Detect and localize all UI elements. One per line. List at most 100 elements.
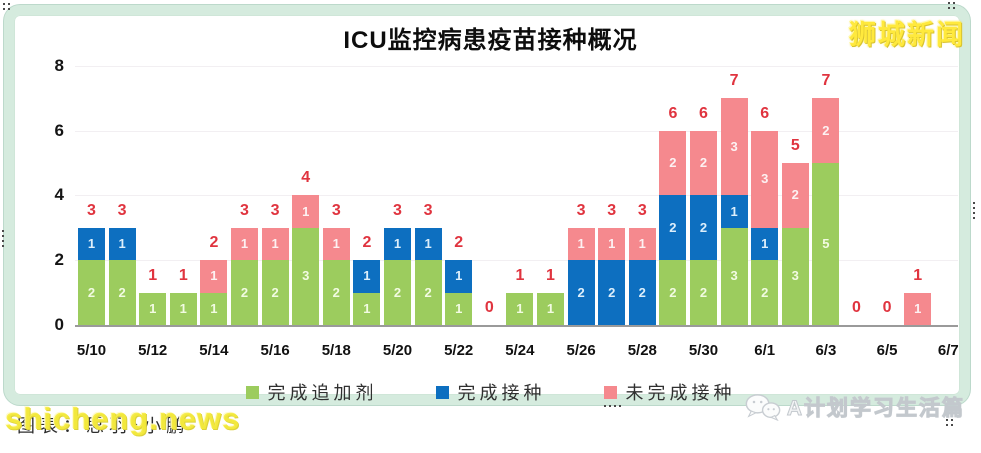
bar-segment-booster-done <box>781 227 809 325</box>
bar-segment-booster-done <box>169 292 197 325</box>
bar-segment-not-fully-vaccinated <box>200 260 228 293</box>
chart-title: ICU监控病患疫苗接种概况 <box>343 27 638 54</box>
bar-segment-value: 1 <box>363 300 371 316</box>
bar-segment-value: 3 <box>730 268 738 284</box>
bar-segment-value: 3 <box>761 171 769 187</box>
bar-segment-value: 2 <box>699 155 708 170</box>
bar-segment-booster-done <box>231 260 258 325</box>
bar-segment-not-fully-vaccinated <box>598 227 626 261</box>
bar-segment-value: 2 <box>608 284 616 300</box>
bar-segment-value: 2 <box>699 284 708 300</box>
bar-segment-booster-done <box>659 260 687 325</box>
bar-total-label: 5 <box>790 137 800 154</box>
bar-segment-booster-done <box>384 260 411 325</box>
bar-segment-value: 1 <box>332 236 340 251</box>
bar-total-label: 0 <box>852 299 861 316</box>
bar-segment-value: 2 <box>393 284 402 300</box>
y-axis-tick-label: 0 <box>54 315 64 334</box>
bar-segment-fully-vaccinated <box>445 260 473 293</box>
bar-total-label: 7 <box>729 72 739 90</box>
y-axis-tick-label: 2 <box>54 250 64 270</box>
y-axis-tick-label: 6 <box>54 120 64 140</box>
bar-segment-value: 1 <box>149 300 157 316</box>
watermark-shicheng-news-url: shicheng.news <box>5 401 241 436</box>
bar-segment-not-fully-vaccinated <box>322 227 350 261</box>
selection-handle-right[interactable] <box>973 202 975 219</box>
y-axis-tick-label: 8 <box>54 55 64 75</box>
selection-handle-top-right[interactable] <box>948 2 955 9</box>
bar-segment-not-fully-vaccinated <box>690 130 717 196</box>
bar-segment-fully-vaccinated <box>751 227 779 261</box>
bar-total-label: 0 <box>484 299 494 316</box>
bar-total-label: 7 <box>821 72 831 90</box>
bar-segment-not-fully-vaccinated <box>567 227 595 261</box>
bar-segment-booster-done <box>200 292 228 325</box>
x-axis-tick-label: 5/28 <box>627 342 657 359</box>
bar-segment-value: 1 <box>118 236 126 251</box>
selection-handle-left[interactable] <box>2 230 4 247</box>
bar-segment-not-fully-vaccinated <box>292 195 320 228</box>
x-axis-tick-label: 5/12 <box>138 342 168 359</box>
x-axis-tick-label: 6/7 <box>937 342 959 359</box>
bar-segment-booster-done <box>445 292 473 325</box>
bar-segment-value: 2 <box>424 284 432 300</box>
bar-segment-value: 1 <box>608 236 616 251</box>
bar-segment-booster-done <box>537 292 564 325</box>
bar-total-label: 4 <box>301 169 311 187</box>
bar-segment-value: 1 <box>914 300 922 316</box>
bar-segment-value: 1 <box>730 203 738 219</box>
bar-segment-fully-vaccinated <box>108 227 136 261</box>
bar-segment-fully-vaccinated <box>353 260 381 293</box>
bar-segment-fully-vaccinated <box>598 260 626 325</box>
bar-segment-value: 1 <box>455 300 463 316</box>
bar-segment-fully-vaccinated <box>690 195 717 261</box>
selection-handle-bottom-right[interactable] <box>946 419 953 426</box>
gridline <box>75 260 958 262</box>
bar-segment-fully-vaccinated <box>628 260 656 325</box>
bar-total-label: 1 <box>178 266 188 284</box>
selection-handle-bottom[interactable] <box>604 405 621 407</box>
x-axis-tick-label: 5/16 <box>260 342 290 359</box>
bar-segment-value: 2 <box>822 122 830 138</box>
bar-segment-value: 2 <box>118 284 126 300</box>
selection-handle-top-left[interactable] <box>3 3 10 10</box>
bar-segment-not-fully-vaccinated <box>904 292 932 325</box>
legend-label: 未完成接种 <box>625 383 736 403</box>
bar-total-label: 3 <box>576 201 586 219</box>
bar-segment-booster-done <box>292 227 320 325</box>
bar-segment-value: 2 <box>669 219 677 235</box>
x-axis-tick-label: 5/22 <box>444 342 474 359</box>
bar-segment-value: 1 <box>761 236 769 251</box>
bar-total-label: 3 <box>87 201 96 219</box>
legend-label: 完成接种 <box>457 383 546 403</box>
x-axis-tick-label: 5/30 <box>688 342 719 359</box>
x-axis-tick-label: 5/10 <box>76 342 107 359</box>
bar-segment-not-fully-vaccinated <box>659 130 687 196</box>
legend-label: 完成追加剂 <box>267 383 378 403</box>
x-axis-tick-label: 5/18 <box>321 342 351 359</box>
bar-segment-booster-done <box>690 260 717 325</box>
bar-total-label: 3 <box>270 201 280 219</box>
bar-total-label: 1 <box>148 266 158 284</box>
bar-segment-value: 2 <box>699 219 708 235</box>
bar-segment-booster-done <box>322 260 350 325</box>
bar-total-label: 3 <box>331 201 341 219</box>
bar-segment-booster-done <box>139 292 167 325</box>
bar-segment-value: 1 <box>393 236 402 251</box>
legend-item-booster-done: 完成追加剂 <box>245 379 378 405</box>
bar-segment-fully-vaccinated <box>384 227 411 261</box>
bar-total-label: 2 <box>454 234 464 252</box>
bar-segment-fully-vaccinated <box>720 195 748 228</box>
bar-total-label: 1 <box>913 266 923 284</box>
bar-segment-value: 2 <box>332 284 340 300</box>
bar-segment-value: 2 <box>791 187 799 203</box>
bar-total-label: 6 <box>760 104 770 122</box>
bar-segment-value: 2 <box>669 284 677 300</box>
x-axis-tick-label: 6/5 <box>876 342 898 359</box>
bar-total-label: 0 <box>882 299 892 316</box>
x-axis-line <box>75 325 958 327</box>
bar-total-label: 2 <box>209 234 219 252</box>
bar-total-label: 1 <box>546 266 555 284</box>
